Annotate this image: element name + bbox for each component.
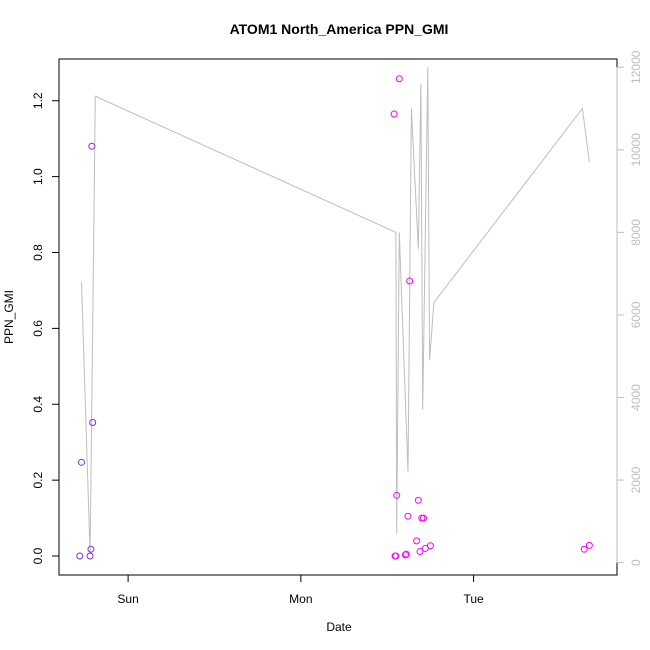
data-point-23 (585, 541, 593, 549)
y2-tick-label-4: 8000 (629, 219, 643, 246)
data-point-21 (426, 542, 434, 550)
data-point-0 (76, 552, 84, 560)
x-tick-label-0: Sun (117, 592, 138, 606)
x-axis: Sun Mon Tue (117, 575, 484, 606)
data-point-16 (414, 496, 422, 504)
data-point-2 (86, 552, 94, 560)
y-tick-label-1: 0.2 (31, 471, 45, 488)
y-axis-label: PPN_GMI (2, 290, 16, 344)
y2-tick-label-0: 0 (629, 559, 643, 566)
y2-tick-label-1: 2000 (629, 466, 643, 493)
data-point-6 (390, 110, 398, 118)
chart-title: ATOM1 North_America PPN_GMI (230, 21, 449, 37)
x-tick-label-2: Tue (463, 592, 484, 606)
data-point-1 (77, 458, 85, 466)
series-line (81, 67, 590, 555)
data-point-14 (406, 277, 414, 285)
data-point-17 (416, 547, 424, 555)
x-axis-label: Date (326, 620, 352, 634)
y-axis-left: 0.0 0.2 0.4 0.6 0.8 1.0 1.2 (31, 92, 59, 564)
y2-tick-label-6: 12000 (629, 50, 643, 84)
data-point-19 (420, 514, 428, 522)
plot-frame (58, 58, 618, 576)
data-point-10 (395, 75, 403, 83)
data-point-13 (404, 512, 412, 520)
y-tick-label-0: 0.0 (31, 547, 45, 564)
y-tick-label-6: 1.2 (31, 92, 45, 109)
data-point-15 (413, 537, 421, 545)
data-point-3 (87, 545, 95, 553)
y-axis-right: 0 2000 4000 6000 8000 10000 12000 (616, 50, 643, 566)
data-point-5 (89, 418, 97, 426)
y-tick-label-3: 0.6 (31, 320, 45, 337)
x-tick-label-1: Mon (289, 592, 312, 606)
data-point-8 (392, 552, 400, 560)
data-point-11 (401, 551, 409, 559)
y2-tick-label-5: 10000 (629, 133, 643, 167)
y-tick-label-5: 1.0 (31, 168, 45, 185)
series-layer (76, 67, 593, 560)
data-point-12 (402, 550, 410, 558)
data-point-9 (393, 491, 401, 499)
data-point-4 (88, 142, 96, 150)
y2-tick-label-2: 4000 (629, 384, 643, 411)
y-tick-label-4: 0.8 (31, 244, 45, 261)
y-tick-label-2: 0.4 (31, 396, 45, 413)
y2-tick-label-3: 6000 (629, 301, 643, 328)
data-point-22 (580, 545, 588, 553)
